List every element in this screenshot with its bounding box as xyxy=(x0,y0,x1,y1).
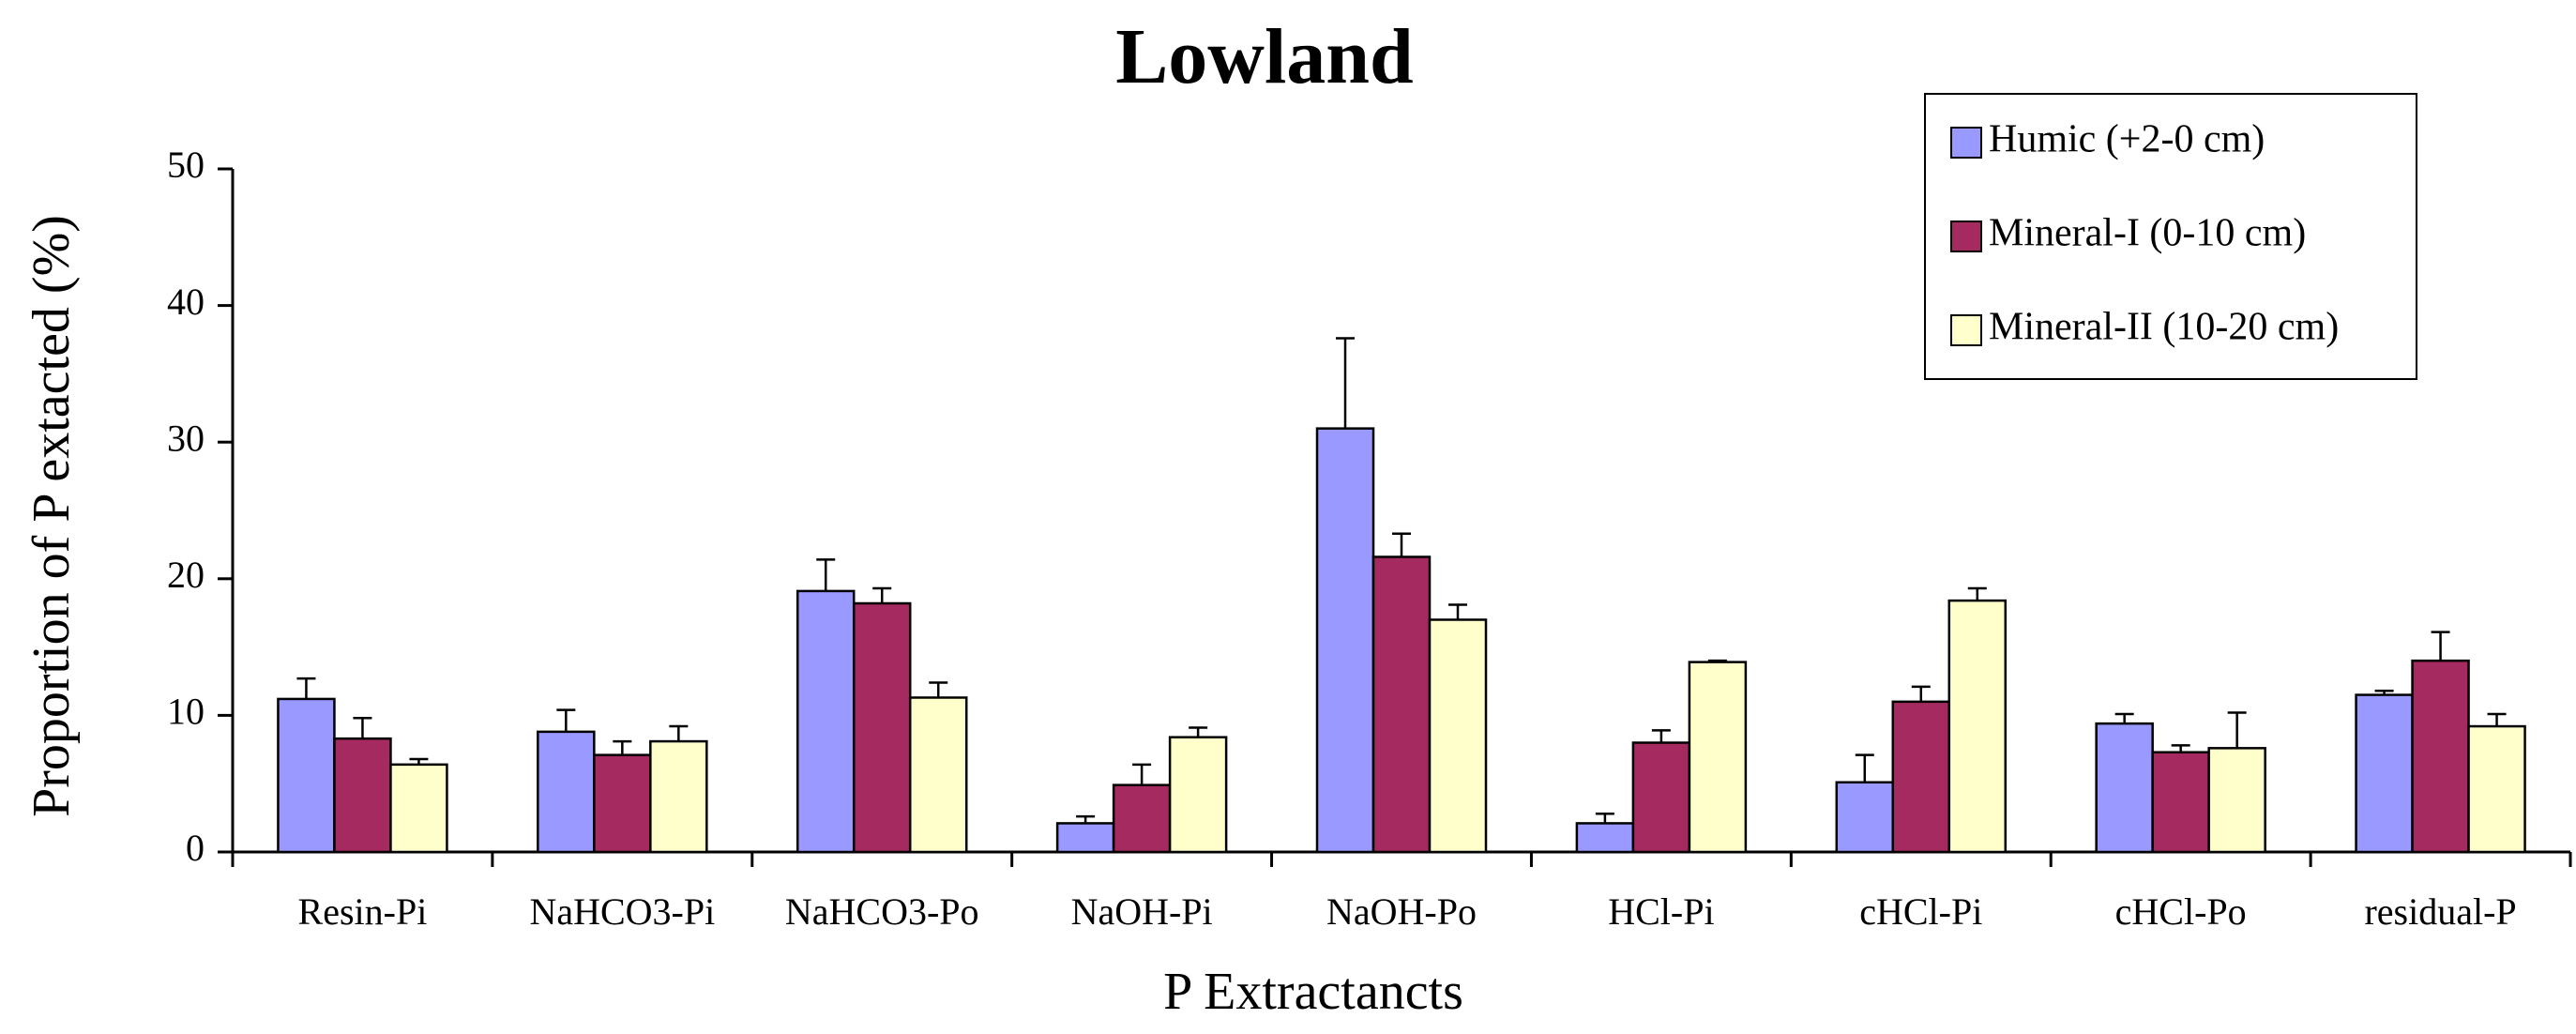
legend: Humic (+2-0 cm) Mineral-I (0-10 cm) Minera… xyxy=(1924,93,2417,380)
bar xyxy=(1835,781,1895,854)
bar xyxy=(2095,722,2154,854)
bar xyxy=(2207,747,2266,854)
y-tick-label: 30 xyxy=(167,417,205,459)
bar xyxy=(908,696,968,854)
bar xyxy=(1947,599,2008,854)
bar xyxy=(277,697,336,854)
x-tick-labels: Resin-Pi NaHCO3-Pi NaHCO3-Po NaOH-Pi NaOH-Po… xyxy=(298,890,2517,933)
legend-label: Mineral-I (0-10 cm) xyxy=(1989,212,2306,255)
bar xyxy=(796,589,856,854)
legend-swatch xyxy=(1950,314,1982,346)
y-tick-label: 0 xyxy=(186,827,205,869)
chart-title: Lowland xyxy=(1115,13,1413,100)
bar xyxy=(1371,555,1432,854)
x-tick-label: cHCl-Po xyxy=(2115,890,2247,933)
bar xyxy=(1168,736,1228,854)
x-tick-label: HCl-Pi xyxy=(1608,890,1714,933)
y-tick-label: 50 xyxy=(167,144,205,186)
x-tick-label: residual-P xyxy=(2364,890,2516,933)
bar xyxy=(2355,693,2414,854)
y-tick-labels: 0 10 20 30 40 50 xyxy=(167,144,205,869)
bar xyxy=(852,601,912,854)
legend-label: Mineral-II (10-20 cm) xyxy=(1989,306,2339,349)
x-tick-label: cHCl-Pi xyxy=(1859,890,1982,933)
bar xyxy=(1891,700,1951,854)
x-tick-label: NaHCO3-Po xyxy=(785,890,979,933)
bar xyxy=(1575,822,1635,854)
bar xyxy=(2411,659,2470,854)
y-tick-label: 10 xyxy=(167,691,205,733)
legend-swatch xyxy=(1950,220,1982,252)
x-tick-label: NaOH-Pi xyxy=(1071,890,1213,933)
legend-box xyxy=(1924,93,2417,380)
bar xyxy=(649,739,708,854)
bar xyxy=(1688,661,1748,854)
legend-label: Humic (+2-0 cm) xyxy=(1989,118,2265,161)
y-axis-label: Proportion of P extacted (%) xyxy=(23,215,81,817)
bar xyxy=(537,730,596,854)
bar xyxy=(1315,427,1375,854)
bar xyxy=(2467,724,2526,854)
error-bars xyxy=(296,337,2507,824)
x-tick-label: Resin-Pi xyxy=(298,890,428,933)
bar xyxy=(1112,783,1172,854)
bar xyxy=(333,737,392,854)
x-tick-label: NaHCO3-Pi xyxy=(529,890,715,933)
x-axis-label: P Extractancts xyxy=(1163,963,1463,1021)
bar xyxy=(1055,822,1115,854)
bar xyxy=(389,763,448,854)
legend-swatch xyxy=(1950,127,1982,159)
x-tick-label: NaOH-Po xyxy=(1326,890,1477,933)
bars xyxy=(277,427,2526,854)
bar xyxy=(1428,618,1488,854)
y-tick-label: 40 xyxy=(167,281,205,323)
bar xyxy=(1631,741,1691,854)
bar xyxy=(2151,751,2210,854)
bar xyxy=(593,753,652,854)
y-tick-label: 20 xyxy=(167,554,205,596)
